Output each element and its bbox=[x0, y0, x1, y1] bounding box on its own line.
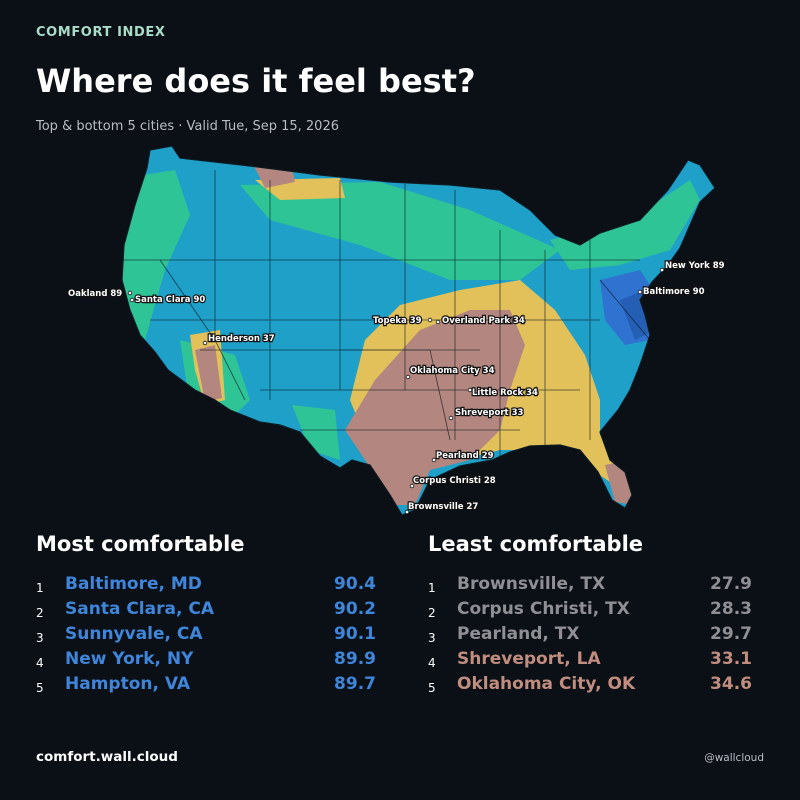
least-comfortable-list: 1 Brownsville, TX 27.9 2 Corpus Christi,… bbox=[428, 574, 768, 699]
city-marker-pearland: Pearland 29 bbox=[431, 450, 495, 463]
most-comfortable-heading: Most comfortable bbox=[36, 532, 245, 556]
rank-number: 3 bbox=[428, 631, 436, 645]
city-markers: Oakland 89 Santa Clara 90 Henderson 37 T… bbox=[67, 260, 726, 515]
city-name: Baltimore, MD bbox=[65, 574, 202, 594]
city-marker-little-rock: Little Rock 34 bbox=[467, 387, 539, 399]
comfort-score: 90.4 bbox=[334, 574, 376, 594]
city-marker-topeka: Topeka 39 bbox=[372, 315, 433, 327]
city-marker-henderson: Henderson 37 bbox=[202, 333, 276, 345]
most-comfortable-panel: Most comfortable 1 Baltimore, MD 90.4 2 … bbox=[36, 532, 376, 699]
list-item: 5 Oklahoma City, OK 34.6 bbox=[428, 674, 768, 699]
city-label-overland-park: Overland Park 34 bbox=[442, 316, 525, 326]
list-item: 3 Sunnyvale, CA 90.1 bbox=[36, 624, 376, 649]
city-label-brownsville: Brownsville 27 bbox=[408, 502, 478, 512]
city-marker-santa-clara: Santa Clara 90 bbox=[129, 294, 207, 306]
list-item: 2 Corpus Christi, TX 28.3 bbox=[428, 599, 768, 624]
comfort-score: 90.2 bbox=[334, 599, 376, 619]
city-label-oklahoma-city: Oklahoma City 34 bbox=[410, 366, 495, 376]
rank-number: 1 bbox=[428, 581, 436, 595]
rank-number: 1 bbox=[36, 581, 44, 595]
comfort-score: 34.6 bbox=[710, 674, 752, 694]
rank-number: 4 bbox=[36, 656, 44, 670]
rank-number: 2 bbox=[36, 606, 44, 620]
list-item: 3 Pearland, TX 29.7 bbox=[428, 624, 768, 649]
comfort-score: 90.1 bbox=[334, 624, 376, 644]
footer-handle: @wallcloud bbox=[704, 752, 764, 764]
city-name: Oklahoma City, OK bbox=[457, 674, 636, 694]
page-title: Where does it feel best? bbox=[36, 62, 476, 100]
page-subtitle: Top & bottom 5 cities · Valid Tue, Sep 1… bbox=[36, 119, 339, 134]
comfort-score: 89.9 bbox=[334, 649, 376, 669]
city-label-pearland: Pearland 29 bbox=[436, 451, 494, 461]
city-marker-overland-park: Overland Park 34 bbox=[435, 315, 526, 327]
city-label-topeka: Topeka 39 bbox=[373, 316, 422, 326]
least-comfortable-heading: Least comfortable bbox=[428, 532, 644, 556]
rank-number: 2 bbox=[428, 606, 436, 620]
city-label-shreveport: Shreveport 33 bbox=[455, 408, 523, 418]
list-item: 5 Hampton, VA 89.7 bbox=[36, 674, 376, 699]
city-name: Sunnyvale, CA bbox=[65, 624, 203, 644]
city-label-baltimore: Baltimore 90 bbox=[643, 287, 705, 297]
least-comfortable-panel: Least comfortable 1 Brownsville, TX 27.9… bbox=[428, 532, 768, 699]
footer-site-link[interactable]: comfort.wall.cloud bbox=[36, 749, 178, 765]
city-label-santa-clara: Santa Clara 90 bbox=[135, 295, 205, 305]
comfort-score: 33.1 bbox=[710, 649, 752, 669]
city-marker-shreveport: Shreveport 33 bbox=[448, 407, 525, 421]
list-item: 1 Brownsville, TX 27.9 bbox=[428, 574, 768, 599]
city-marker-new-york: New York 89 bbox=[659, 260, 726, 272]
city-name: Pearland, TX bbox=[457, 624, 580, 644]
comfort-score: 29.7 bbox=[710, 624, 752, 644]
comfort-map: Oakland 89 Santa Clara 90 Henderson 37 T… bbox=[0, 140, 800, 525]
most-comfortable-list: 1 Baltimore, MD 90.4 2 Santa Clara, CA 9… bbox=[36, 574, 376, 699]
city-name: Santa Clara, CA bbox=[65, 599, 214, 619]
city-label-oakland: Oakland 89 bbox=[68, 289, 122, 299]
city-name: Brownsville, TX bbox=[457, 574, 606, 594]
rank-number: 4 bbox=[428, 656, 436, 670]
city-marker-oakland: Oakland 89 bbox=[67, 288, 133, 300]
city-label-new-york: New York 89 bbox=[665, 261, 725, 271]
rank-number: 5 bbox=[36, 681, 44, 695]
comfort-heat-layer bbox=[122, 146, 715, 515]
eyebrow-label: COMFORT INDEX bbox=[36, 25, 166, 40]
comfort-score: 28.3 bbox=[710, 599, 752, 619]
city-marker-oklahoma-city: Oklahoma City 34 bbox=[405, 365, 496, 380]
comfort-score: 27.9 bbox=[710, 574, 752, 594]
city-label-henderson: Henderson 37 bbox=[208, 334, 275, 344]
city-name: New York, NY bbox=[65, 649, 194, 669]
rank-number: 5 bbox=[428, 681, 436, 695]
city-marker-baltimore: Baltimore 90 bbox=[637, 286, 706, 298]
city-marker-corpus-christi: Corpus Christi 28 bbox=[409, 475, 497, 489]
city-name: Corpus Christi, TX bbox=[457, 599, 630, 619]
list-item: 4 New York, NY 89.9 bbox=[36, 649, 376, 674]
list-item: 1 Baltimore, MD 90.4 bbox=[36, 574, 376, 599]
city-marker-brownsville: Brownsville 27 bbox=[404, 501, 480, 515]
us-map-svg: Oakland 89 Santa Clara 90 Henderson 37 T… bbox=[67, 145, 726, 516]
comfort-score: 89.7 bbox=[334, 674, 376, 694]
rank-number: 3 bbox=[36, 631, 44, 645]
list-item: 4 Shreveport, LA 33.1 bbox=[428, 649, 768, 674]
list-item: 2 Santa Clara, CA 90.2 bbox=[36, 599, 376, 624]
state-borders bbox=[122, 170, 651, 460]
city-name: Hampton, VA bbox=[65, 674, 191, 694]
city-name: Shreveport, LA bbox=[457, 649, 601, 669]
city-label-little-rock: Little Rock 34 bbox=[472, 388, 538, 398]
city-label-corpus-christi: Corpus Christi 28 bbox=[413, 476, 496, 486]
